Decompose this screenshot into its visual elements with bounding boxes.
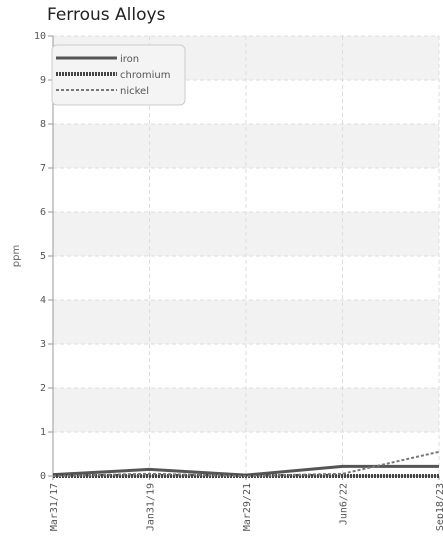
y-tick-label: 2 bbox=[40, 383, 46, 394]
plot-band bbox=[53, 432, 439, 476]
y-tick-label: 0 bbox=[40, 471, 46, 482]
x-tick-label: Mar31/17 bbox=[49, 483, 60, 531]
x-tick-label: Mar29/21 bbox=[242, 483, 253, 531]
y-tick-label: 9 bbox=[40, 75, 46, 86]
chart-title: Ferrous Alloys bbox=[47, 5, 166, 25]
legend-box bbox=[51, 44, 186, 106]
series-lines bbox=[52, 450, 440, 478]
legend-label-chromium: chromium bbox=[120, 70, 170, 81]
legend-label-nickel: nickel bbox=[120, 86, 149, 97]
y-tick-label: 6 bbox=[40, 207, 46, 218]
plot-band bbox=[53, 300, 439, 344]
y-tick-label: 5 bbox=[40, 251, 46, 262]
y-axis: 0 1 2 3 4 5 6 7 8 9 10 ppm bbox=[11, 31, 54, 482]
y-tick-label: 7 bbox=[40, 163, 46, 174]
x-axis: Mar31/17 Jan31/19 Mar29/21 Jun6/22 Sep18/23 bbox=[49, 475, 443, 531]
y-tick-label: 10 bbox=[34, 31, 46, 42]
plot-background bbox=[53, 36, 439, 476]
plot-band bbox=[53, 124, 439, 168]
legend: iron chromium nickel bbox=[51, 44, 186, 106]
y-tick-label: 3 bbox=[40, 339, 46, 350]
y-tick-label: 8 bbox=[40, 119, 46, 130]
y-axis-title: ppm bbox=[11, 245, 22, 267]
legend-label-iron: iron bbox=[120, 54, 139, 65]
x-tick-label: Jan31/19 bbox=[146, 483, 157, 531]
x-tick-label: Jun6/22 bbox=[339, 483, 350, 525]
y-tick-label: 1 bbox=[40, 427, 46, 438]
series-line-nickel bbox=[52, 450, 440, 477]
x-tick-label: Sep18/23 bbox=[435, 483, 443, 531]
y-tick-label: 4 bbox=[40, 295, 46, 306]
